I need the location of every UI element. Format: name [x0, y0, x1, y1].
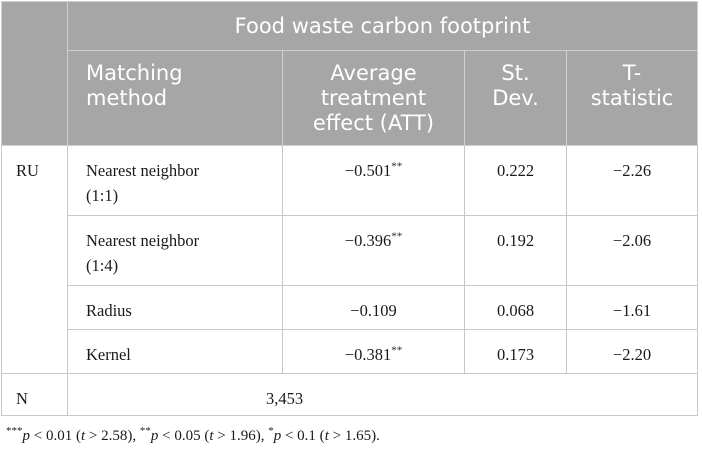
footnote-t: t: [324, 428, 329, 444]
method-line: Nearest neighbor: [86, 231, 200, 250]
header-corner: [1, 1, 68, 146]
sd-value: 0.222: [496, 161, 535, 180]
col-header-line: St.: [501, 61, 530, 85]
method-cell: Radius: [67, 285, 283, 330]
sd-value: 0.173: [496, 345, 535, 364]
n-label: N: [16, 389, 28, 408]
t-value: −2.20: [612, 345, 652, 364]
header-columns-row: Matching method Average treatment effect…: [2, 50, 699, 146]
t-value: −2.26: [612, 161, 652, 180]
sd-cell: 0.068: [464, 285, 567, 330]
n-value: 3,453: [266, 389, 304, 408]
col-header-line: T-: [622, 61, 642, 85]
method-line: Nearest neighbor: [86, 161, 200, 180]
header-group-title: Food waste carbon footprint: [66, 1, 699, 51]
footnote-text: < 0.1 (: [281, 428, 325, 444]
t-cell: −1.61: [565, 285, 699, 330]
footnote-p: p: [273, 428, 282, 444]
sd-value: 0.068: [496, 301, 535, 320]
group-label: RU: [16, 161, 39, 180]
footnote-text: > 1.65).: [328, 428, 380, 444]
table-row: RU Nearest neighbor (1:1) −0.501** 0.222…: [1, 145, 699, 374]
col-header-t-statistic: T- statistic: [565, 50, 699, 146]
method-line: (1:1): [86, 186, 119, 205]
att-value: −0.501: [344, 161, 392, 180]
table-row: Radius −0.109 0.068 −1.61: [2, 285, 699, 330]
footnote-t: t: [209, 428, 214, 444]
col-header-line: Average: [330, 61, 417, 85]
att-cell: −0.501**: [282, 145, 465, 216]
footnote-sig-marker: **: [139, 425, 151, 437]
method-cell: Kernel: [67, 329, 283, 374]
att-cell: −0.396**: [282, 215, 465, 286]
method-cell: Nearest neighbor (1:1): [67, 145, 283, 216]
results-table: Food waste carbon footprint Matching met…: [1, 1, 699, 416]
header-group-label: Food waste carbon footprint: [234, 14, 531, 38]
col-header-line: method: [86, 86, 168, 110]
t-value: −1.61: [612, 301, 652, 320]
significance-marker: **: [391, 230, 403, 243]
footnote-p: p: [22, 428, 31, 444]
t-cell: −2.20: [565, 329, 699, 374]
footnote-p: p: [150, 428, 159, 444]
header-group-row: Food waste carbon footprint: [1, 1, 699, 146]
table-row: Kernel −0.381** 0.173 −2.20: [2, 329, 699, 374]
col-header-matching-method: Matching method: [67, 50, 283, 146]
col-header-line: treatment: [320, 86, 427, 110]
significance-footnote: ***p < 0.01 (t > 2.58), **p < 0.05 (t > …: [6, 425, 380, 445]
col-header-line: Matching: [86, 61, 183, 85]
table-row: Nearest neighbor (1:4) −0.396** 0.192 −2…: [2, 215, 699, 286]
footnote-sig-marker: ***: [6, 425, 23, 437]
footnote-text: > 2.58),: [85, 428, 140, 444]
n-label-cell: N: [1, 373, 68, 416]
t-cell: −2.06: [565, 215, 699, 286]
att-value: −0.396: [344, 231, 392, 250]
sd-cell: 0.173: [464, 329, 567, 374]
col-header-line: Dev.: [492, 86, 539, 110]
sample-size-row: N 3,453: [1, 373, 699, 416]
col-header-line: statistic: [590, 86, 674, 110]
sd-cell: 0.192: [464, 215, 567, 286]
att-value: −0.381: [344, 345, 392, 364]
method-line: Kernel: [86, 345, 131, 364]
method-line: Radius: [86, 301, 132, 320]
footnote-text: > 1.96),: [213, 428, 269, 444]
col-header-att: Average treatment effect (ATT): [282, 50, 465, 146]
t-value: −2.06: [612, 231, 652, 250]
n-value-cell: 3,453: [66, 373, 699, 416]
footnote-t: t: [80, 428, 86, 444]
method-cell: Nearest neighbor (1:4): [67, 215, 283, 286]
sd-value: 0.192: [496, 231, 535, 250]
significance-marker: **: [391, 344, 403, 357]
sd-cell: 0.222: [464, 145, 567, 216]
att-cell: −0.109: [282, 285, 465, 330]
col-header-st-dev: St. Dev.: [464, 50, 567, 146]
col-header-line: effect (ATT): [312, 111, 435, 135]
footnote-text: < 0.05 (: [158, 428, 210, 444]
att-cell: −0.381**: [282, 329, 465, 374]
significance-marker: **: [391, 160, 403, 173]
method-line: (1:4): [86, 256, 119, 275]
att-value: −0.109: [350, 301, 397, 320]
footnote-text: < 0.01 (: [30, 428, 81, 444]
group-label-cell: RU: [1, 145, 68, 374]
t-cell: −2.26: [565, 145, 699, 216]
footnote-sig-marker: *: [268, 425, 274, 437]
